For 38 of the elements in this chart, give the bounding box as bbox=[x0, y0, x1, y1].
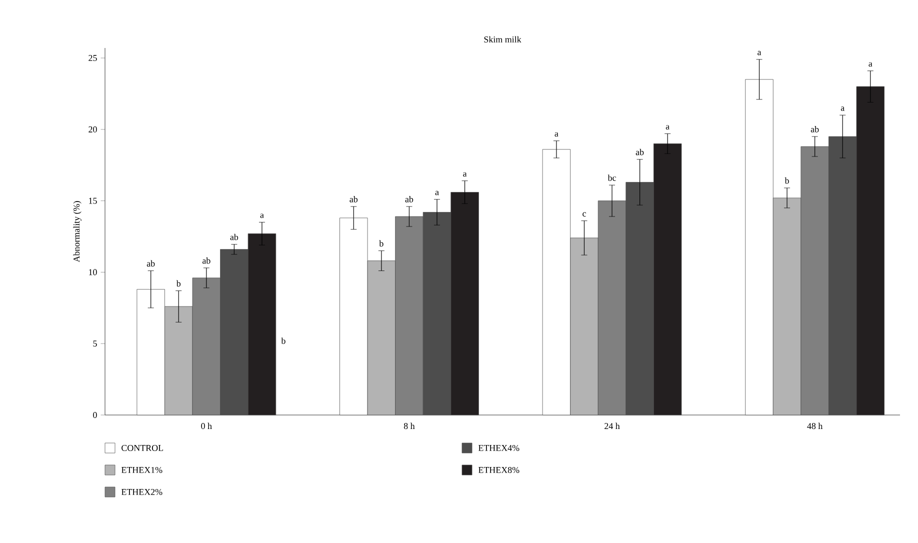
data-label: b bbox=[784, 177, 789, 184]
chart-title: Skim milk bbox=[484, 36, 522, 43]
legend-label: ETHEX4% bbox=[478, 444, 520, 452]
y-tick-label: 15 bbox=[89, 198, 97, 204]
y-axis-title: Abnormality (%) bbox=[73, 201, 82, 262]
data-label: b bbox=[176, 280, 181, 287]
y-tick-label: 5 bbox=[93, 340, 97, 347]
data-label: ab bbox=[146, 260, 155, 267]
data-label: a bbox=[260, 214, 264, 218]
data-label: b bbox=[379, 240, 384, 247]
data-label: ab bbox=[405, 196, 414, 202]
legend-label: CONTROL bbox=[122, 444, 163, 452]
data-label: ab bbox=[636, 148, 644, 156]
y-tick-label: 20 bbox=[88, 126, 97, 132]
data-label: a bbox=[868, 62, 872, 67]
data-label: a bbox=[554, 132, 558, 137]
data-label: a bbox=[666, 125, 670, 130]
x-tick-label: 8 h bbox=[404, 422, 415, 430]
annotation: b bbox=[281, 338, 286, 344]
data-label: a bbox=[840, 106, 844, 111]
legend-label: ETHEX2% bbox=[121, 488, 162, 496]
x-tick-label: 24 h bbox=[604, 422, 620, 429]
y-tick-label: 0 bbox=[93, 412, 97, 418]
data-label: a bbox=[758, 50, 762, 56]
data-label: a bbox=[463, 172, 467, 177]
y-tick-label: 25 bbox=[88, 54, 97, 62]
legend-label: ETHEX1% bbox=[121, 466, 162, 474]
legend-label: ETHEX8% bbox=[478, 466, 520, 474]
x-tick-label: 48 h bbox=[807, 422, 823, 430]
data-label: a bbox=[435, 190, 439, 196]
data-label: c bbox=[582, 212, 586, 217]
data-label: ab bbox=[350, 196, 358, 202]
y-tick-label: 10 bbox=[89, 269, 97, 276]
data-label: ab bbox=[810, 126, 819, 132]
data-label: bc bbox=[608, 174, 616, 181]
data-label: ab bbox=[202, 257, 210, 264]
data-label: ab bbox=[230, 234, 238, 240]
x-tick-label: 0 h bbox=[201, 422, 212, 430]
